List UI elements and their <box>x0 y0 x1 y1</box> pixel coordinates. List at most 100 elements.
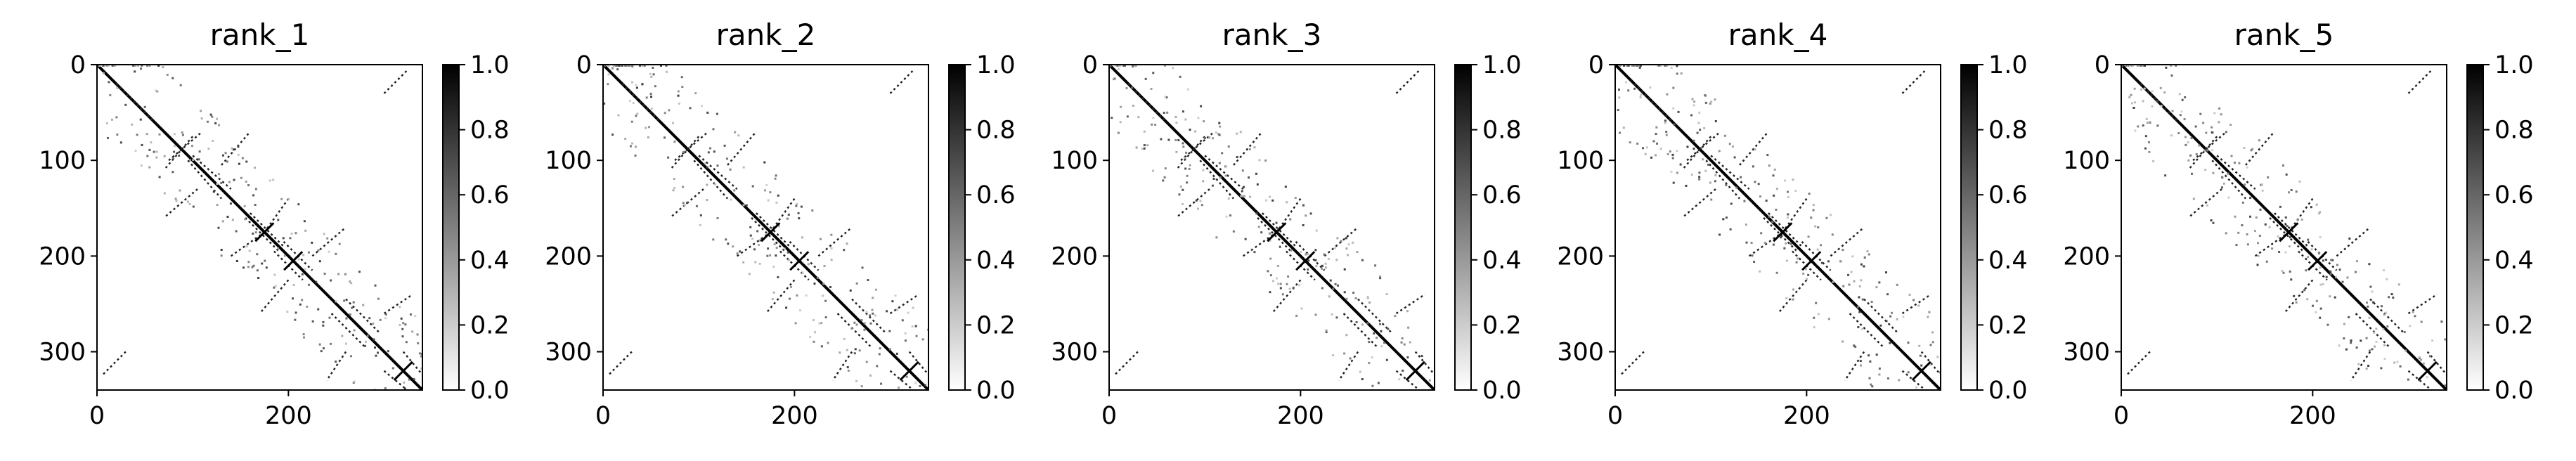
contact-point <box>1236 132 1238 135</box>
contact-segment <box>1127 83 1167 123</box>
contact-point <box>2132 106 2135 109</box>
colorbar-tick-label: 1.0 <box>976 51 1016 79</box>
contact-point <box>401 327 404 330</box>
contact-point <box>1212 137 1215 140</box>
contact-point <box>1698 171 1701 174</box>
contact-point <box>733 189 736 192</box>
contact-segment <box>1414 351 1435 377</box>
contact-point <box>1783 247 1786 249</box>
contact-point <box>337 273 340 275</box>
contact-point <box>1324 266 1327 269</box>
contact-point <box>226 160 228 163</box>
contact-point <box>641 65 644 67</box>
contact-point <box>664 136 666 139</box>
contact-point <box>1868 354 1870 357</box>
contact-point <box>1714 98 1716 101</box>
contact-point <box>2244 183 2246 186</box>
contact-point <box>1118 67 1120 70</box>
contact-point <box>626 65 629 67</box>
contact-point <box>1808 193 1811 195</box>
contact-point <box>1279 245 1281 248</box>
contact-point <box>387 350 389 353</box>
contact-point <box>2390 293 2393 296</box>
contact-point <box>1842 285 1845 287</box>
contact-point <box>108 81 110 84</box>
contact-point <box>1773 168 1776 171</box>
contact-point <box>2229 124 2232 126</box>
contact-point <box>2368 349 2371 352</box>
contact-point <box>323 233 325 235</box>
contact-point <box>1167 138 1170 141</box>
contact-segment <box>836 313 872 348</box>
contact-point <box>304 268 306 271</box>
contact-point <box>1125 87 1128 90</box>
contact-point <box>1664 119 1666 122</box>
contact-point <box>1286 201 1288 204</box>
y-tick-label: 100 <box>545 147 592 175</box>
contact-point <box>2225 232 2227 235</box>
contact-point <box>689 107 692 110</box>
contact-point <box>1243 195 1246 197</box>
contact-point <box>2373 345 2376 348</box>
contact-point <box>265 266 268 269</box>
contact-point <box>1336 284 1339 287</box>
contact-point <box>295 311 297 314</box>
contact-point <box>2261 189 2264 192</box>
contact-point <box>1335 259 1338 261</box>
contact-point <box>1402 369 1404 372</box>
contact-point <box>1300 250 1302 253</box>
contact-point <box>1175 150 1178 153</box>
contact-point <box>2130 93 2132 96</box>
contact-point <box>1792 288 1795 291</box>
contact-point <box>1343 291 1346 294</box>
contact-point <box>1406 356 1409 359</box>
y-tick-label: 200 <box>1557 242 1604 271</box>
axes-frame <box>1614 64 1941 391</box>
contact-point <box>1655 142 1658 145</box>
contact-point <box>2350 342 2352 344</box>
contact-point <box>713 150 716 153</box>
colorbar-tick-label: 0.2 <box>470 311 510 339</box>
contact-point <box>2267 176 2270 178</box>
contact-point <box>796 294 798 297</box>
contact-point <box>238 162 240 165</box>
colorbar-tick-label: 0.8 <box>2494 117 2534 145</box>
contact-point <box>2147 141 2150 143</box>
contact-point <box>307 251 310 254</box>
contact-point <box>1143 147 1146 150</box>
contact-point <box>2431 339 2434 342</box>
contact-point <box>853 352 856 355</box>
contact-point <box>1785 242 1787 245</box>
contact-point <box>1868 377 1871 379</box>
contact-point <box>1111 117 1113 119</box>
contact-point <box>216 117 219 120</box>
contact-point <box>1279 287 1282 290</box>
x-tick-label: 200 <box>2289 402 2336 430</box>
contact-point <box>847 369 850 372</box>
contact-point <box>414 315 417 318</box>
contact-segment <box>1395 293 1426 315</box>
contact-point <box>248 249 251 252</box>
contact-point <box>716 112 718 115</box>
contact-point <box>1165 96 1168 99</box>
contact-point <box>247 184 250 187</box>
contact-point <box>2341 280 2344 283</box>
contact-point <box>1189 129 1191 131</box>
contact-point <box>1896 283 1898 286</box>
contact-point <box>1366 296 1369 299</box>
contact-point <box>2221 176 2224 178</box>
contact-point <box>631 142 634 145</box>
contact-point <box>1332 354 1335 357</box>
contact-point <box>2250 149 2253 152</box>
contact-point <box>1709 102 1711 105</box>
contact-point <box>2149 121 2151 124</box>
contact-point <box>2258 234 2261 237</box>
contact-point <box>2343 323 2345 325</box>
y-tick-label: 200 <box>1051 242 1098 271</box>
contact-point <box>416 333 419 336</box>
contact-point <box>2249 215 2252 218</box>
contact-point <box>667 156 670 159</box>
axes-frame <box>96 64 423 391</box>
contact-point <box>2255 216 2258 219</box>
